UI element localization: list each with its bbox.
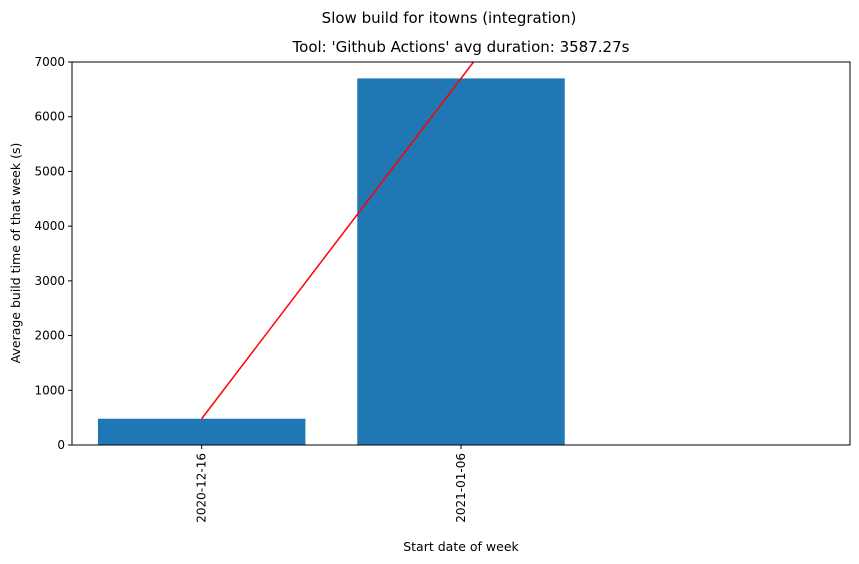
- y-tick-label-5000: 5000: [34, 164, 65, 178]
- x-tick-label-2020-12-16: 2020-12-16: [195, 453, 209, 523]
- chart-title: Slow build for itowns (integration): [322, 9, 577, 27]
- y-tick-label-1000: 1000: [34, 383, 65, 397]
- bar-2020-12-16: [97, 418, 306, 445]
- y-tick-label-7000: 7000: [34, 55, 65, 69]
- y-tick-label-2000: 2000: [34, 329, 65, 343]
- plot-area: 0 1000 2000 3000 4000 5000 6000 7000 2020-12-16 2…: [34, 55, 851, 523]
- x-tick-label-2021-01-06: 2021-01-06: [454, 453, 468, 523]
- y-axis-label: Average build time of that week (s): [8, 143, 23, 364]
- y-tick-label-6000: 6000: [34, 110, 65, 124]
- x-axis-label: Start date of week: [403, 539, 519, 554]
- trend-line: [201, 62, 475, 420]
- y-tick-label-3000: 3000: [34, 274, 65, 288]
- chart-subtitle: Tool: 'Github Actions' avg duration: 358…: [292, 38, 630, 56]
- y-tick-label-0: 0: [57, 438, 65, 452]
- bar-2021-01-06: [357, 78, 565, 446]
- y-tick-label-4000: 4000: [34, 219, 65, 233]
